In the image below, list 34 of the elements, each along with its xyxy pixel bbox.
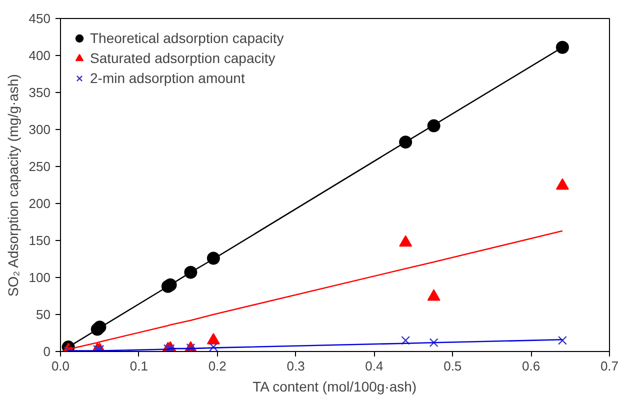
x-tick-label: 0.0 (51, 358, 70, 374)
x-tick-label: 0.5 (444, 358, 462, 374)
y-tick-label: 250 (28, 159, 51, 174)
point (429, 338, 438, 348)
y-tick-label: 0 (43, 344, 51, 359)
y-tick-label: 100 (28, 270, 51, 285)
legend-label: Theoretical adsorption capacity (90, 30, 284, 46)
legend-label: Saturated adsorption capacity (90, 50, 276, 66)
x-tick-label: 0.3 (286, 358, 305, 374)
point (558, 336, 567, 345)
y-tick-label: 50 (36, 307, 51, 322)
legend-label: 2-min adsorption amount (90, 70, 245, 86)
point (163, 344, 172, 352)
y-tick-label: 200 (28, 196, 51, 211)
x-tick-label: 0.4 (365, 358, 384, 374)
point (427, 289, 440, 301)
point (556, 178, 569, 190)
y-tick-label: 150 (28, 233, 51, 248)
point (208, 342, 218, 352)
x-axis-title: TA content (mol/100g·ash) (252, 378, 417, 394)
y-tick-label: 300 (28, 122, 51, 137)
x-tick-label: 0.2 (208, 358, 226, 374)
point (206, 332, 220, 344)
x-tick-label: 0.1 (130, 358, 148, 374)
x-tick-label: 0.7 (600, 358, 619, 374)
y-axis-title: SO₂ Adsorption capacity (mg/g·ash) (4, 74, 21, 297)
x-tick-label: 0.6 (522, 358, 540, 374)
point (401, 336, 410, 345)
y-tick-label: 400 (28, 48, 51, 63)
point (399, 235, 412, 247)
y-tick-label: 450 (28, 11, 51, 26)
y-tick-label: 350 (28, 85, 51, 100)
point (556, 40, 569, 54)
point (166, 344, 175, 352)
